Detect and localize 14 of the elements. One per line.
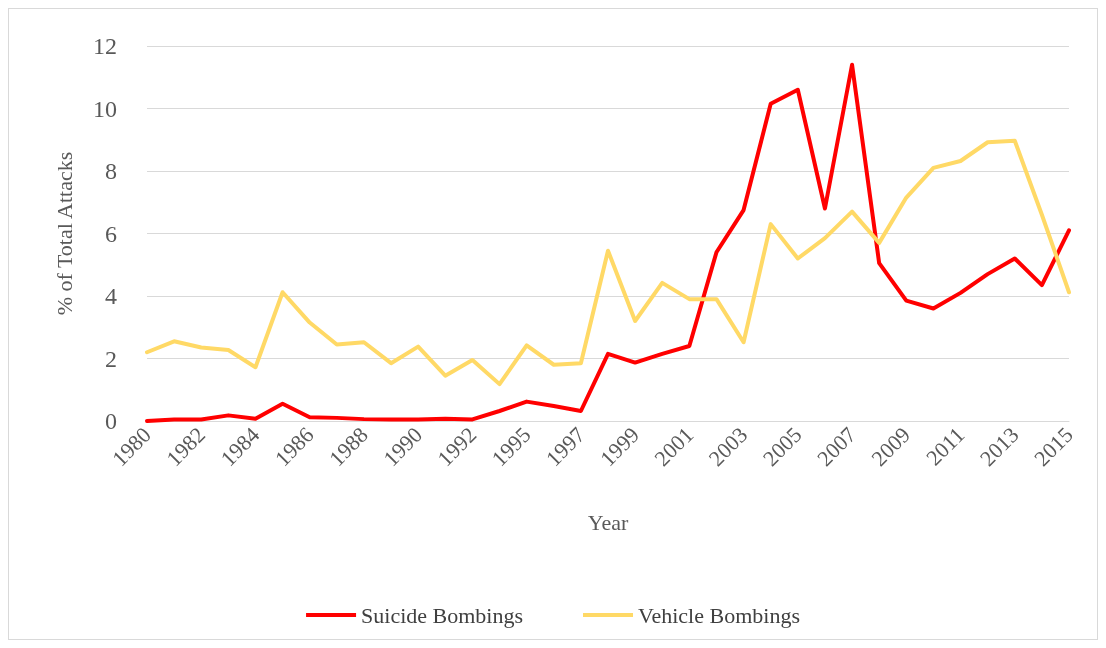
y-tick-label: 0 [105,408,117,434]
y-tick-label: 12 [93,33,117,59]
y-tick-label: 8 [105,158,117,184]
x-axis-title: Year [587,509,629,535]
y-tick-label: 4 [105,283,117,309]
line-series [145,138,1071,387]
x-tick-label: 2011 [921,422,970,471]
legend-label: Vehicle Bombings [638,602,800,628]
y-tick-label: 2 [105,345,117,372]
legend-label: Suicide Bombings [361,602,524,628]
y-tick-label: 10 [93,95,117,122]
y-axis-title: % of Total Attacks [51,151,77,316]
y-tick-label: 6 [105,220,117,247]
line-series [145,62,1071,423]
